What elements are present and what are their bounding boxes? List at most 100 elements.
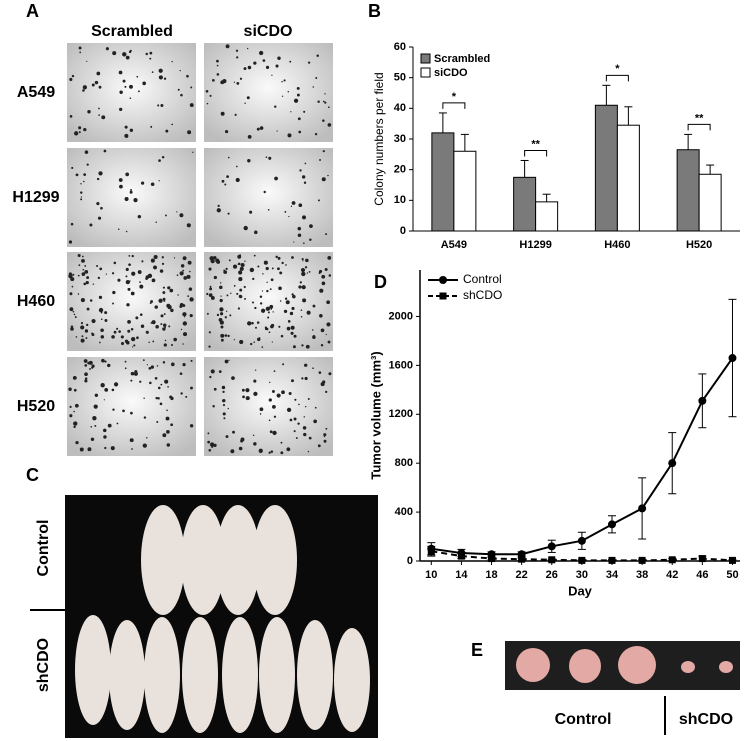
colony [253, 391, 258, 396]
colony [209, 375, 212, 379]
colony [249, 267, 255, 273]
colony [312, 304, 316, 308]
colony [162, 297, 166, 301]
colony [122, 79, 126, 83]
colony [98, 171, 103, 176]
colony [160, 323, 163, 326]
panel-letter: D [374, 272, 387, 292]
colony [263, 190, 266, 194]
colony [290, 325, 295, 330]
colony [302, 215, 307, 220]
significance-label: * [615, 63, 620, 75]
bar [594, 104, 618, 232]
colony [165, 214, 167, 217]
colony [78, 131, 81, 134]
significance-label: * [452, 91, 457, 103]
colony [80, 183, 82, 185]
colony [103, 428, 107, 433]
colony [118, 228, 120, 230]
colony [225, 129, 229, 134]
colony [88, 360, 93, 365]
bar [698, 173, 722, 232]
marker [728, 354, 737, 363]
colony [130, 189, 133, 191]
colony [169, 395, 173, 399]
colony [86, 276, 90, 280]
colony [131, 448, 133, 450]
colony [127, 319, 131, 324]
colony [74, 131, 79, 136]
colony [306, 310, 311, 315]
colony [271, 74, 273, 76]
colony [78, 126, 82, 130]
colony [177, 294, 179, 296]
colony [81, 322, 84, 325]
colony [93, 404, 98, 409]
colony [319, 313, 323, 318]
colony [118, 178, 123, 182]
colony [89, 367, 91, 370]
colony [104, 360, 107, 363]
x-tick-label: 34 [606, 569, 619, 581]
colony [180, 93, 183, 97]
legend-label: siCDO [434, 67, 468, 79]
colony [154, 305, 158, 309]
colony [124, 367, 127, 370]
colony [150, 300, 154, 303]
colony [237, 307, 241, 310]
colony [161, 155, 165, 159]
colony [208, 267, 212, 271]
group-label: Control [35, 520, 52, 577]
colony [141, 260, 144, 263]
colony [117, 278, 121, 282]
colony [265, 266, 269, 271]
colony [271, 267, 274, 270]
colony [301, 377, 304, 380]
colony [290, 379, 294, 383]
colony [259, 407, 264, 412]
panel-e: Control shCDO [505, 641, 740, 735]
colony [317, 444, 321, 448]
colony [209, 287, 213, 291]
colony [85, 337, 88, 340]
colony [160, 383, 163, 386]
marker [668, 556, 676, 564]
colony [107, 423, 112, 428]
y-tick-label: 0 [407, 555, 413, 567]
colony [276, 393, 281, 398]
colony [97, 216, 102, 220]
colony [314, 132, 318, 136]
colony [208, 331, 211, 334]
colony [239, 77, 243, 80]
colony [258, 337, 261, 339]
colony [126, 303, 130, 307]
colony [272, 405, 276, 409]
colony [283, 309, 288, 314]
colony [314, 406, 317, 409]
colony [307, 61, 311, 64]
colony [171, 123, 174, 126]
colony [138, 90, 140, 93]
colony [287, 90, 290, 93]
colony [321, 281, 326, 286]
colony [92, 416, 97, 421]
colony [312, 335, 316, 339]
colony [328, 372, 332, 376]
colony [228, 259, 231, 262]
colony [83, 180, 85, 183]
colony [239, 266, 244, 271]
colony [230, 292, 232, 295]
colony [319, 159, 321, 161]
colony [173, 257, 176, 259]
colony [111, 388, 115, 392]
colony [226, 294, 229, 297]
colony [152, 340, 155, 343]
colony [207, 440, 211, 444]
colony [246, 47, 249, 50]
colony [301, 257, 304, 261]
colony [235, 49, 239, 52]
colony [273, 415, 277, 418]
colony [247, 65, 252, 70]
colony [137, 270, 142, 274]
colony [150, 182, 155, 187]
